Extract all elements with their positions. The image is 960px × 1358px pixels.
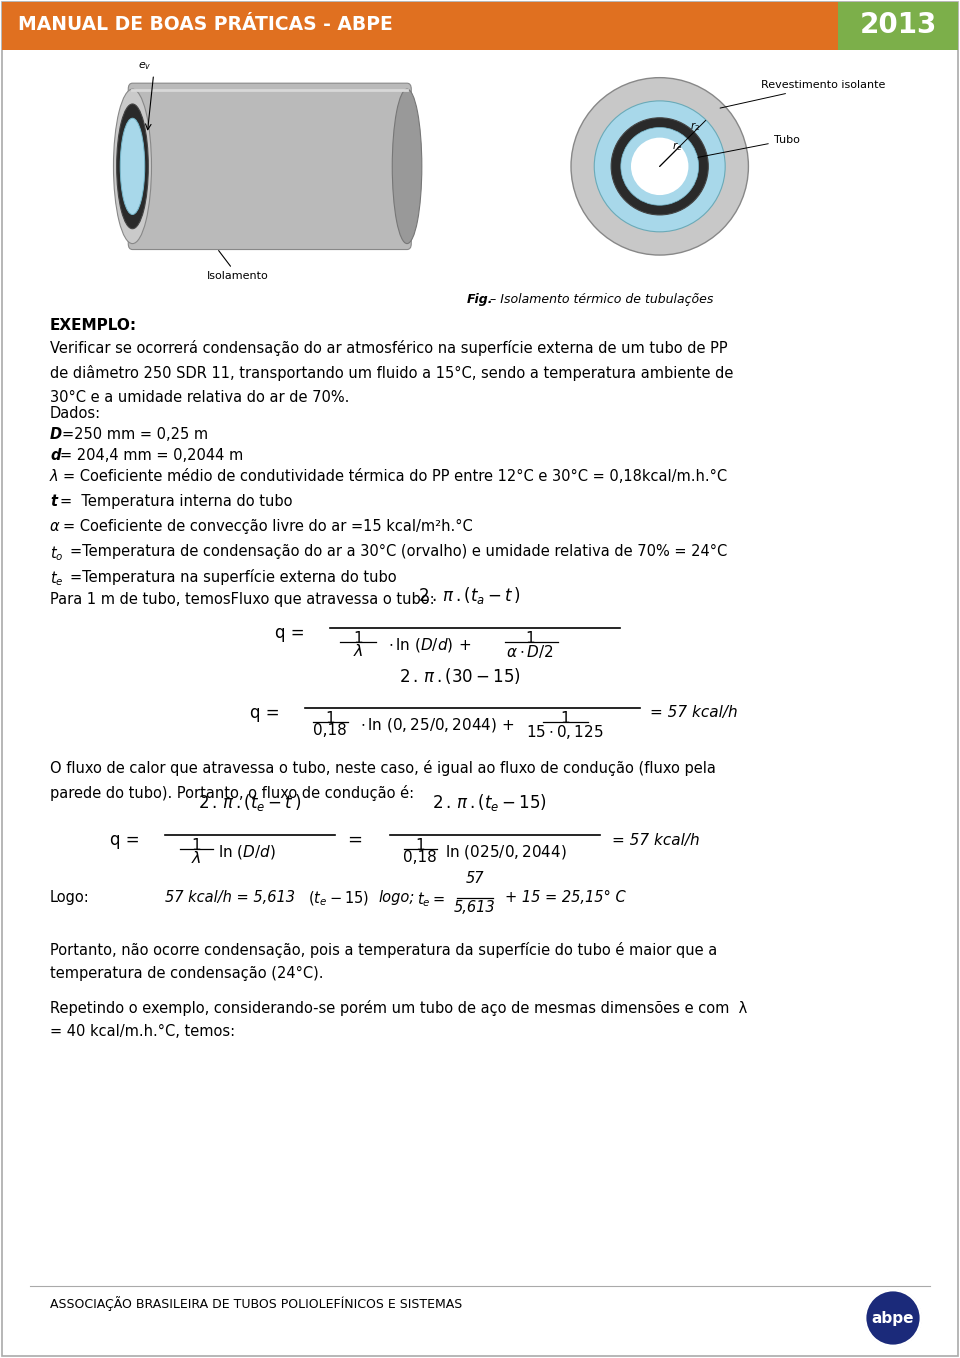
Circle shape [594,100,725,232]
Text: Logo:: Logo: [50,889,89,904]
Text: q =: q = [110,831,140,849]
Text: q =: q = [276,623,305,642]
Text: =: = [348,831,363,849]
Text: 57: 57 [466,870,484,885]
Ellipse shape [120,118,145,215]
Text: $\lambda$: $\lambda$ [352,642,363,659]
Text: $t_e$: $t_e$ [50,569,63,588]
Text: 1: 1 [415,838,425,853]
Circle shape [631,137,688,196]
Text: λ: λ [50,469,59,483]
Text: =  Temperatura interna do tubo: = Temperatura interna do tubo [60,494,293,509]
Text: 1: 1 [525,631,535,646]
Text: $r_e$: $r_e$ [672,140,683,153]
Text: 57 kcal/h = 5,613: 57 kcal/h = 5,613 [165,889,300,904]
Circle shape [612,118,708,215]
Bar [838,1,958,50]
Text: 0,18: 0,18 [403,850,437,865]
Text: + 15 = 25,15° C: + 15 = 25,15° C [505,889,626,904]
Text: Para 1 m de tubo, temosFluxo que atravessa o tubo:: Para 1 m de tubo, temosFluxo que atraves… [50,592,435,607]
Text: $2\,.\,\pi\,.(30 - 15)$: $2\,.\,\pi\,.(30 - 15)$ [399,665,521,686]
Text: ASSOCIAÇÃO BRASILEIRA DE TUBOS POLIOLEFÍNICOS E SISTEMAS: ASSOCIAÇÃO BRASILEIRA DE TUBOS POLIOLEFÍ… [50,1296,463,1310]
Text: $2\,.\,\pi\,.(t_e - 15)$: $2\,.\,\pi\,.(t_e - 15)$ [433,792,547,813]
Text: 5,613: 5,613 [454,900,495,915]
Circle shape [571,77,749,255]
Text: EXEMPLO:: EXEMPLO: [50,318,137,333]
Bar [2,1,958,50]
Text: Verificar se ocorrerá condensação do ar atmosférico na superfície externa de um : Verificar se ocorrerá condensação do ar … [50,340,733,405]
Text: $\ln\,(D/d)$: $\ln\,(D/d)$ [218,843,276,861]
Text: =250 mm = 0,25 m: =250 mm = 0,25 m [62,426,208,441]
Ellipse shape [113,90,152,243]
Text: D: D [50,426,62,441]
Text: logo;: logo; [378,889,415,904]
Text: Tubo: Tubo [698,136,800,158]
Text: $2\,.\,\pi\,.(t_e - t\,)$: $2\,.\,\pi\,.(t_e - t\,)$ [199,792,301,813]
Text: abpe: abpe [872,1310,914,1325]
Circle shape [865,1290,921,1346]
Text: Portanto, não ocorre condensação, pois a temperatura da superfície do tubo é mai: Portanto, não ocorre condensação, pois a… [50,942,717,982]
Text: = 204,4 mm = 0,2044 m: = 204,4 mm = 0,2044 m [60,448,243,463]
Text: Repetindo o exemplo, considerando-se porém um tubo de aço de mesmas dimensões e : Repetindo o exemplo, considerando-se por… [50,999,747,1039]
Text: O fluxo de calor que atravessa o tubo, neste caso, é igual ao fluxo de condução : O fluxo de calor que atravessa o tubo, n… [50,760,716,801]
Text: = Coeficiente médio de condutividade térmica do PP entre 12°C e 30°C = 0,18kcal/: = Coeficiente médio de condutividade tér… [63,469,727,483]
Text: Fig.: Fig. [467,293,493,306]
Text: d: d [50,448,60,463]
Ellipse shape [117,105,149,228]
Text: $\cdot \,\ln\,(0,25/0,2044)\,+$: $\cdot \,\ln\,(0,25/0,2044)\,+$ [360,716,516,735]
Text: 1: 1 [191,838,201,853]
FancyBboxPatch shape [129,83,411,250]
Text: 1: 1 [353,631,363,646]
Text: Revestimento isolante: Revestimento isolante [720,80,885,109]
Text: =Temperatura na superfície externa do tubo: =Temperatura na superfície externa do tu… [70,569,396,585]
Text: q =: q = [251,703,280,722]
Circle shape [621,128,699,205]
Text: Dados:: Dados: [50,406,101,421]
Text: $r_2$: $r_2$ [690,121,700,133]
Text: $e_v$: $e_v$ [138,60,152,72]
Text: =Temperatura de condensação do ar a 30°C (orvalho) e umidade relativa de 70% = 2: =Temperatura de condensação do ar a 30°C… [70,545,728,559]
Text: = 57 kcal/h: = 57 kcal/h [612,832,700,847]
Text: MANUAL DE BOAS PRÁTICAS - ABPE: MANUAL DE BOAS PRÁTICAS - ABPE [18,15,393,34]
Text: Isolamento: Isolamento [207,251,269,281]
Text: $\lambda$: $\lambda$ [191,850,202,866]
Text: 0,18: 0,18 [313,722,347,737]
Ellipse shape [393,90,421,243]
Text: 2013: 2013 [859,11,937,39]
Text: 1: 1 [561,712,570,727]
Text: 1: 1 [325,712,335,727]
Text: $2\,.\,\pi\,.(t_a - t\,)$: $2\,.\,\pi\,.(t_a - t\,)$ [419,585,521,606]
Text: $\cdot \,\ln\,(D/d)\,+$: $\cdot \,\ln\,(D/d)\,+$ [388,636,471,655]
Text: $t_o$: $t_o$ [50,545,63,562]
Text: α: α [50,519,60,534]
Text: $15 \cdot 0,125$: $15 \cdot 0,125$ [526,722,604,741]
Text: $\ln\,(025/0,2044)$: $\ln\,(025/0,2044)$ [445,843,567,861]
Text: – Isolamento térmico de tubulações: – Isolamento térmico de tubulações [490,293,713,306]
Text: $(t_e - 15)$: $(t_e - 15)$ [308,889,370,909]
Text: = 57 kcal/h: = 57 kcal/h [650,706,737,721]
Text: $\alpha \cdot D/2$: $\alpha \cdot D/2$ [506,642,554,660]
Text: t: t [50,494,57,509]
Text: $t_e =$: $t_e =$ [417,889,444,909]
Text: = Coeficiente de convecção livre do ar =15 kcal/m²h.°C: = Coeficiente de convecção livre do ar =… [63,519,472,534]
